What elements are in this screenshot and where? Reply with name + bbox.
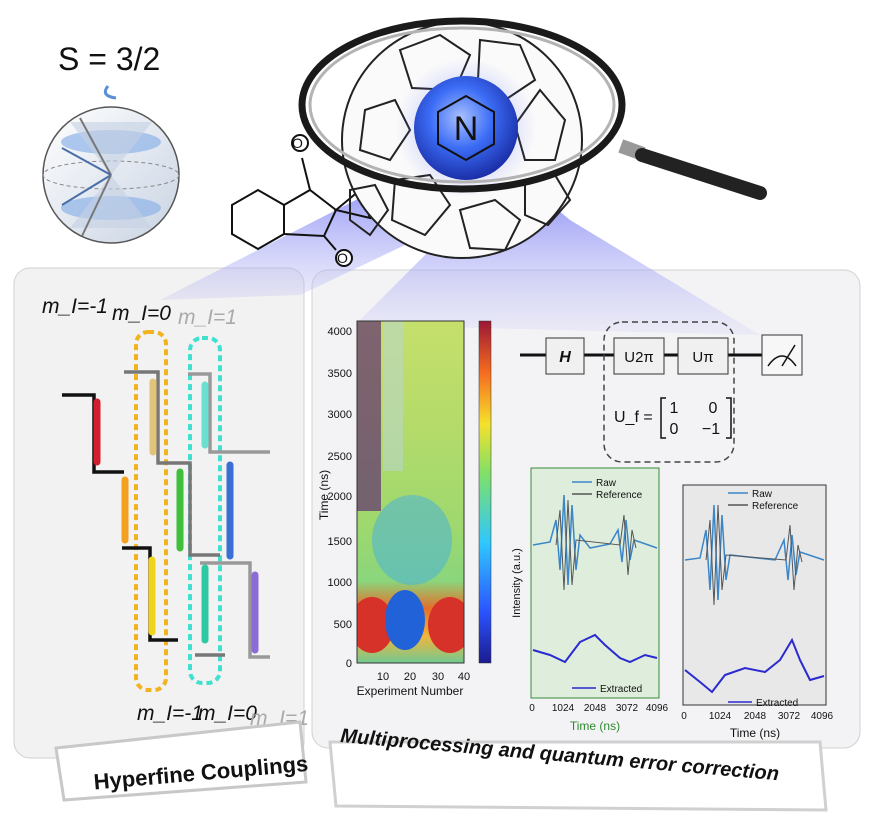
heatmap-ytick: 3000 (328, 409, 352, 421)
mi-top-label-2: m_I=1 (178, 306, 237, 329)
spin-label: S = 3/2 (58, 41, 160, 77)
mi1-dotted-box (188, 336, 222, 685)
mi-bottom-label-0: m_I=-1 (137, 702, 203, 725)
extracted-trace-left (532, 633, 658, 664)
heatmap-ytick: 4000 (328, 326, 352, 338)
signal-left-xticks: 0 1024 2048 3072 4096 (529, 703, 668, 714)
extracted-trace-right (684, 637, 825, 694)
signal-left-xtick: 0 (529, 703, 535, 714)
matrix-label: U_f = (614, 409, 653, 426)
gate-u2pi-label: U2π (624, 349, 654, 366)
mi-bottom-label-1: m_I=0 (198, 702, 257, 725)
signal-right-xticks: 0 1024 2048 3072 4096 (681, 711, 833, 722)
magnifier-icon (298, 17, 767, 200)
unitary-matrix: 1 0 0 −1 (660, 397, 732, 439)
heatmap-yticks: 0 500 1000 1500 2000 2500 3000 3500 4000 (328, 326, 352, 670)
signal-right-xlabel: Time (ns) (730, 726, 780, 740)
heatmap-ytick: 1500 (328, 536, 352, 548)
light-beam-right (355, 170, 760, 335)
gate-upi (677, 337, 729, 375)
raw-trace-right (684, 504, 825, 601)
signal-left-xtick: 2048 (584, 703, 607, 714)
svg-text:O: O (337, 250, 348, 266)
signal-left-xtick: 1024 (552, 703, 575, 714)
gate-h (545, 337, 585, 375)
gate-h-label: H (559, 349, 571, 366)
legend-reference-left: Reference (596, 490, 643, 501)
signal-left-xtick: 3072 (616, 703, 639, 714)
matrix-cell: −1 (702, 421, 720, 438)
spin-sphere-icon (42, 85, 180, 244)
heatmap-ylabel: Time (ns) (317, 470, 331, 520)
mi-top-label-1: m_I=0 (112, 302, 171, 325)
left-panel (13, 267, 305, 759)
heatmap-xtick: 30 (432, 671, 444, 683)
pyridine-ring (437, 94, 495, 162)
signal-plot-left (530, 467, 660, 699)
svg-text:O: O (292, 135, 303, 151)
heatmap-ytick: 2000 (328, 491, 352, 503)
signal-right-xtick: 3072 (778, 711, 801, 722)
legend-extracted-right: Extracted (756, 698, 798, 709)
heatmap-xlabel: Experiment Number (357, 684, 464, 698)
heatmap-ytick: 1000 (328, 577, 352, 589)
hyperfine-caption-banner (54, 720, 308, 802)
measurement-icon (761, 334, 803, 376)
heatmap-xtick: 10 (377, 671, 389, 683)
reference-trace-right (705, 504, 803, 606)
mi-top-label-0: m_I=-1 (42, 295, 108, 318)
signal-right-xtick: 0 (681, 711, 687, 722)
legend-extracted-left: Extracted (600, 684, 642, 695)
mi0-dotted-box (134, 330, 168, 692)
reference-trace-left (555, 499, 637, 591)
signal-right-xtick: 4096 (811, 711, 834, 722)
heatmap-xtick: 20 (404, 671, 416, 683)
transition-arrows (93, 378, 259, 654)
signal-left-xlabel: Time (ns) (570, 719, 620, 733)
legend-raw-left: Raw (596, 478, 617, 489)
raw-trace-left (532, 494, 658, 586)
heatmap-ytick: 500 (334, 619, 352, 631)
signal-plot-right (682, 484, 827, 706)
matrix-cell: 1 (670, 400, 679, 417)
legend-raw-right: Raw (752, 489, 773, 500)
legend-reference-right: Reference (752, 501, 799, 512)
matrix-cell: 0 (670, 421, 679, 438)
nitrogen-label: N (454, 110, 479, 148)
signal-left-xtick: 4096 (646, 703, 669, 714)
matrix-cell: 0 (709, 400, 718, 417)
quantum-circuit (520, 321, 803, 463)
heatmap-ytick: 3500 (328, 368, 352, 380)
signal-right-xtick: 2048 (744, 711, 767, 722)
heatmap-ytick: 2500 (328, 451, 352, 463)
right-caption-banner (328, 740, 828, 812)
heatmap-xticks: 10 20 30 40 (377, 671, 470, 683)
signal-right-xtick: 1024 (709, 711, 732, 722)
signal-ylabel: Intensity (a.u.) (511, 548, 523, 618)
heatmap-ytick: 0 (346, 658, 352, 670)
nitrogen-atom-sphere (414, 76, 518, 180)
heatmap-xtick: 40 (458, 671, 470, 683)
gate-upi-label: Uπ (692, 349, 713, 366)
gate-u2pi (613, 337, 665, 375)
heatmap-plot (356, 320, 492, 664)
